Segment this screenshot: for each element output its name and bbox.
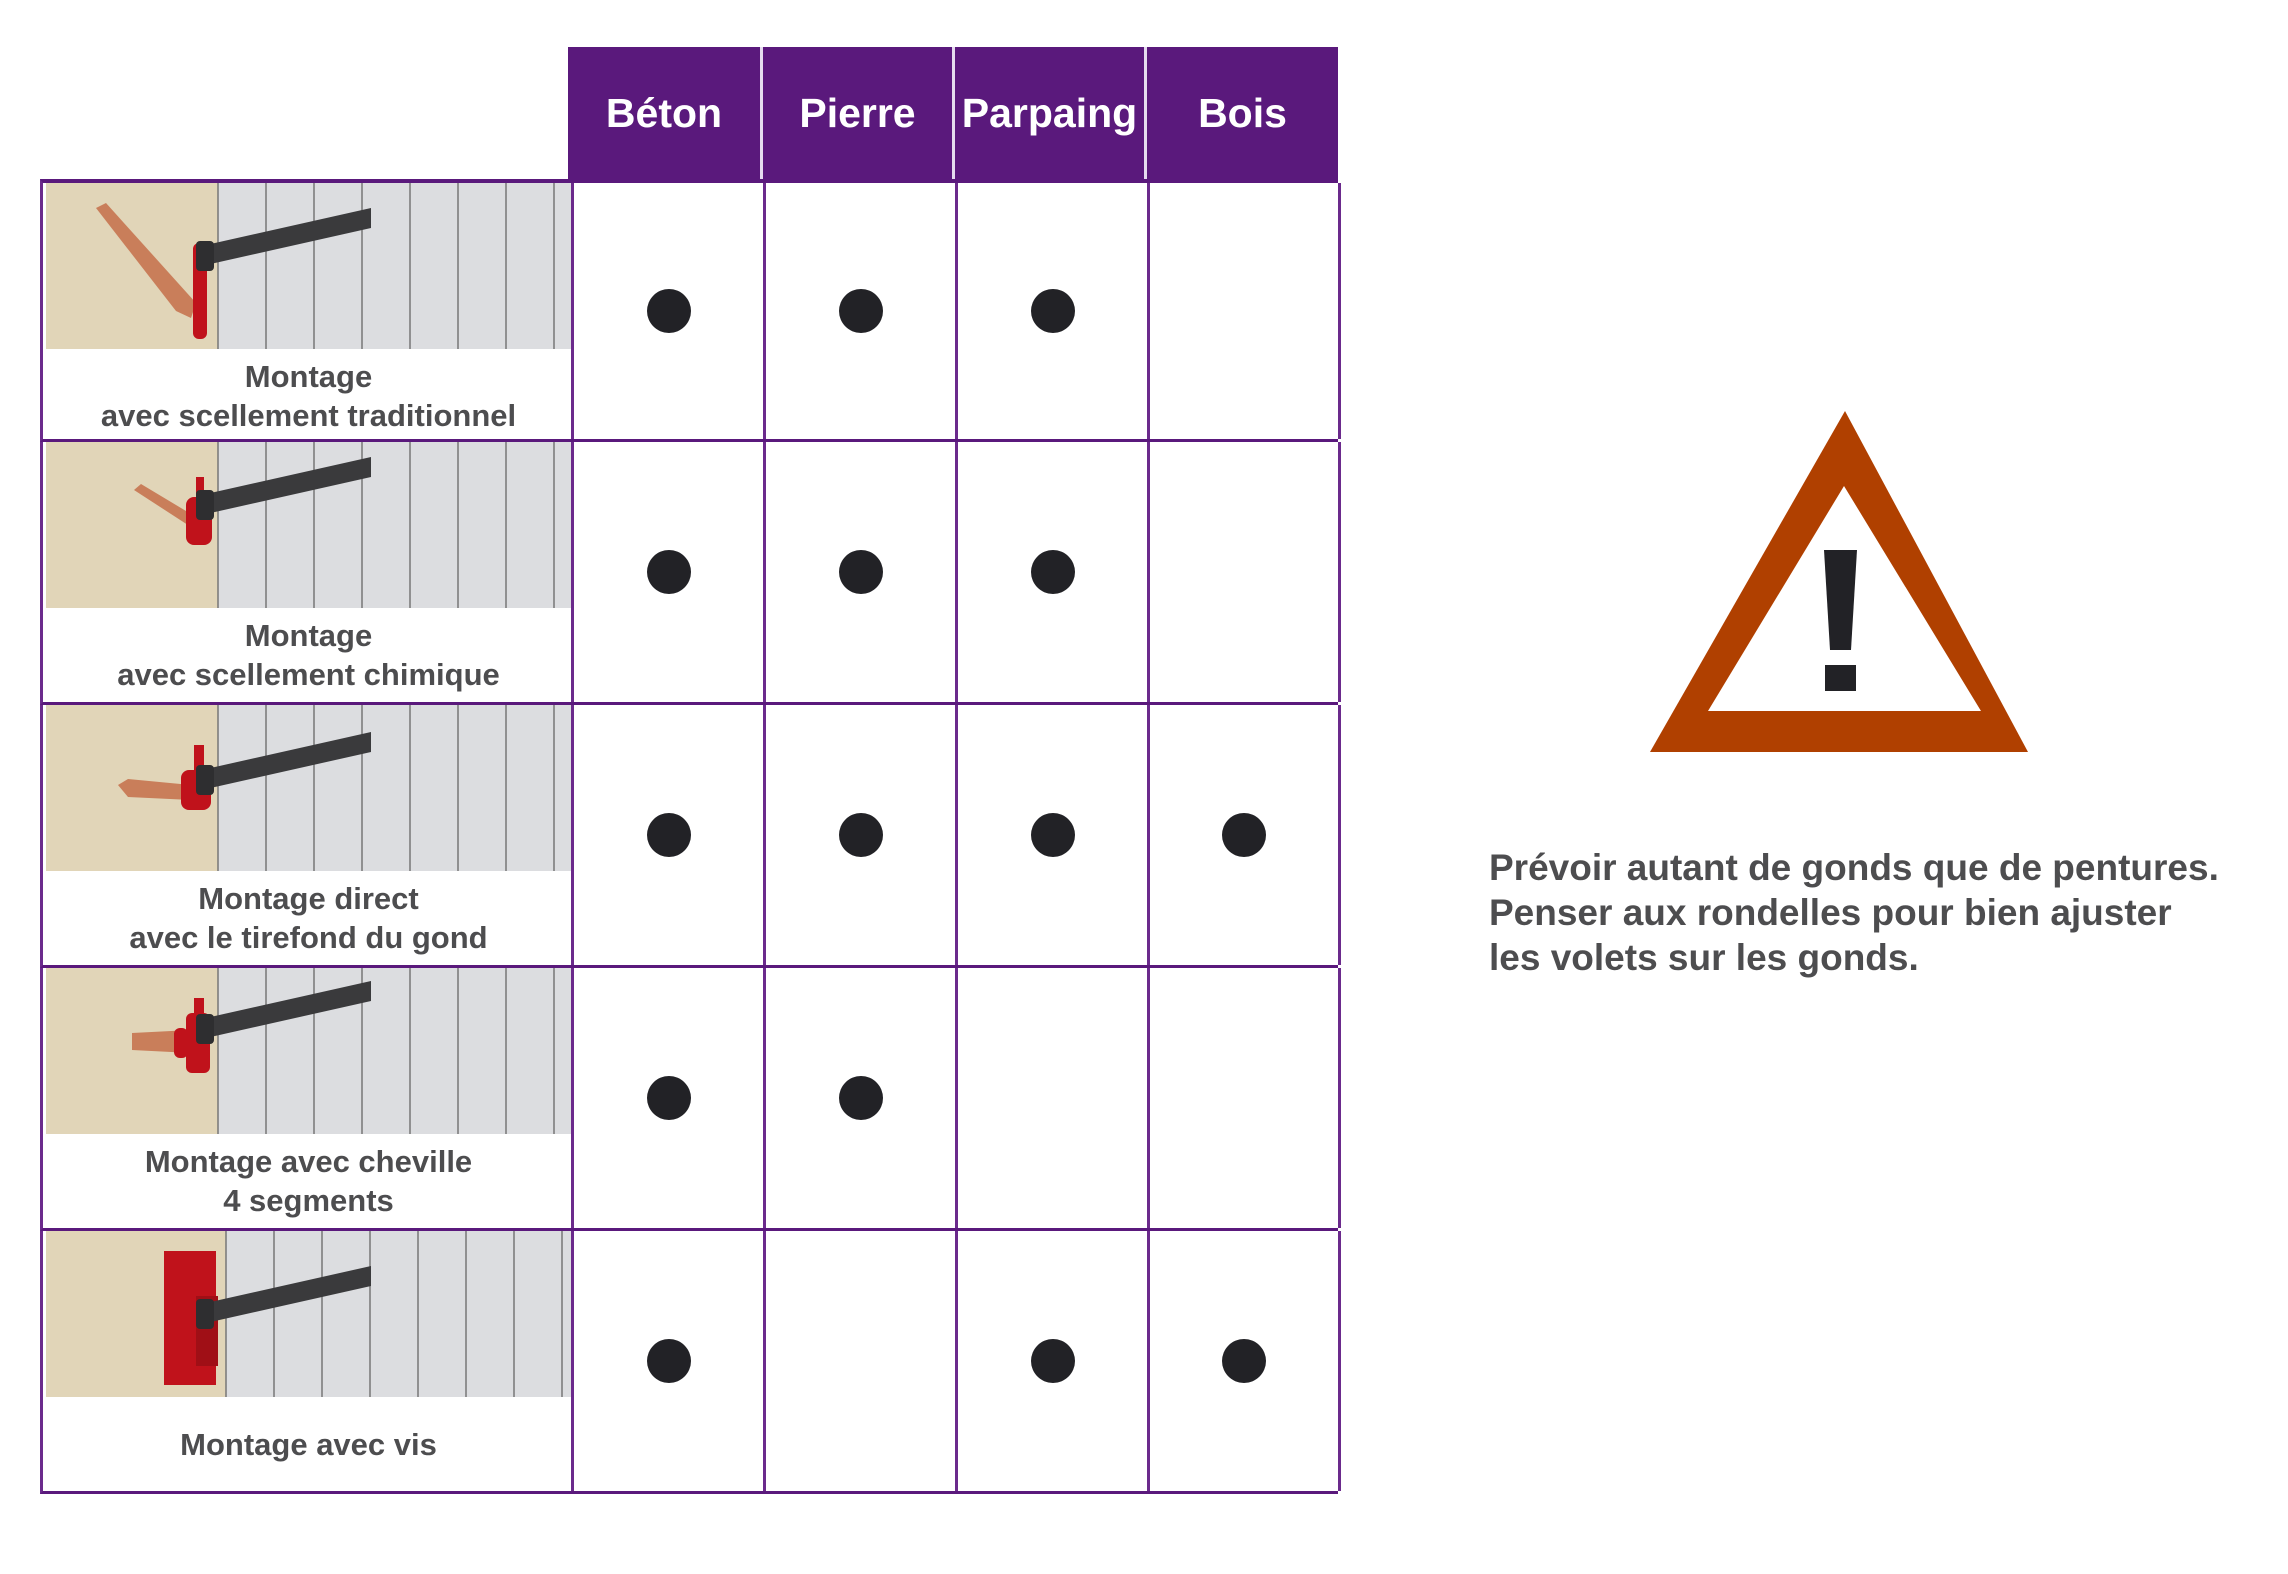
table-cell-béton — [571, 442, 763, 702]
table-cell-béton — [571, 968, 763, 1228]
label-line: avec le tirefond du gond — [129, 920, 488, 955]
table-cell-bois — [1147, 705, 1341, 965]
table-cell-béton — [571, 1231, 763, 1491]
table-cell-béton — [571, 705, 763, 965]
table-cell-parpaing — [955, 968, 1147, 1228]
mounting-illustration — [46, 705, 571, 871]
compatibility-table: Montage avec scellement traditionnel Mon… — [40, 179, 1341, 1496]
mounting-illustration — [46, 968, 571, 1134]
mounting-label: Montage avec scellement traditionnel — [46, 349, 571, 443]
label-line: Montage — [244, 359, 373, 394]
warning-line: Prévoir autant de gonds que de pentures. — [1489, 847, 2219, 888]
warning-note: Prévoir autant de gonds que de pentures.… — [1489, 845, 2219, 980]
table-cell-bois — [1147, 968, 1341, 1228]
table-cell-pierre — [763, 1231, 955, 1491]
supported-dot-icon — [646, 289, 691, 333]
column-header-beton: Béton — [568, 47, 760, 179]
table-cell-bois — [1147, 1231, 1341, 1491]
supported-dot-icon — [1030, 1339, 1075, 1383]
table-cell-bois — [1147, 183, 1341, 439]
label-line: Montage avec vis — [180, 1426, 437, 1462]
supported-dot-icon — [1030, 289, 1075, 333]
mounting-label: Montage avec vis — [46, 1397, 571, 1491]
mounting-illustration — [46, 1231, 571, 1397]
supported-dot-icon — [838, 813, 883, 857]
supported-dot-icon — [646, 550, 691, 594]
column-header-bois: Bois — [1144, 47, 1338, 179]
label-line: 4 segments — [223, 1183, 394, 1218]
supported-dot-icon — [1030, 813, 1075, 857]
column-header-pierre: Pierre — [760, 47, 952, 179]
table-row: Montage avec vis — [40, 1231, 1341, 1494]
table-cell-pierre — [763, 442, 955, 702]
table-cell-bois — [1147, 442, 1341, 702]
label-line: avec scellement traditionnel — [100, 398, 517, 433]
table-row: Montage avec scellement chimique — [40, 442, 1341, 705]
table-cell-parpaing — [955, 705, 1147, 965]
supported-dot-icon — [838, 550, 883, 594]
mounting-illustration — [46, 442, 571, 608]
column-header-parpaing: Parpaing — [952, 47, 1144, 179]
mounting-label: Montage avec cheville 4 segments — [46, 1134, 571, 1228]
supported-dot-icon — [1222, 1339, 1266, 1383]
table-cell-béton — [571, 183, 763, 439]
supported-dot-icon — [1222, 813, 1266, 857]
label-line: Montage avec cheville — [144, 1144, 473, 1179]
table-row: Montage direct avec le tirefond du gond — [40, 705, 1341, 968]
table-cell-pierre — [763, 183, 955, 439]
warning-line: Penser aux rondelles pour bien ajuster — [1489, 892, 2172, 933]
table-cell-pierre — [763, 968, 955, 1228]
label-line: Montage — [244, 618, 373, 653]
table-cell-parpaing — [955, 442, 1147, 702]
supported-dot-icon — [646, 1339, 691, 1383]
supported-dot-icon — [838, 1076, 883, 1120]
supported-dot-icon — [1030, 550, 1075, 594]
table-row: Montage avec scellement traditionnel — [40, 179, 1341, 443]
supported-dot-icon — [646, 1076, 691, 1120]
label-line: avec scellement chimique — [117, 657, 500, 692]
supported-dot-icon — [838, 289, 883, 333]
label-line: Montage direct — [198, 881, 419, 916]
supported-dot-icon — [646, 813, 691, 857]
table-cell-parpaing — [955, 183, 1147, 439]
mounting-illustration — [46, 183, 571, 349]
mounting-label: Montage direct avec le tirefond du gond — [46, 871, 571, 965]
table-cell-pierre — [763, 705, 955, 965]
warning-line: les volets sur les gonds. — [1489, 937, 1919, 978]
warning-triangle-icon — [1650, 411, 2028, 752]
table-row: Montage avec cheville 4 segments — [40, 968, 1341, 1231]
table-cell-parpaing — [955, 1231, 1147, 1491]
mounting-label: Montage avec scellement chimique — [46, 608, 571, 702]
